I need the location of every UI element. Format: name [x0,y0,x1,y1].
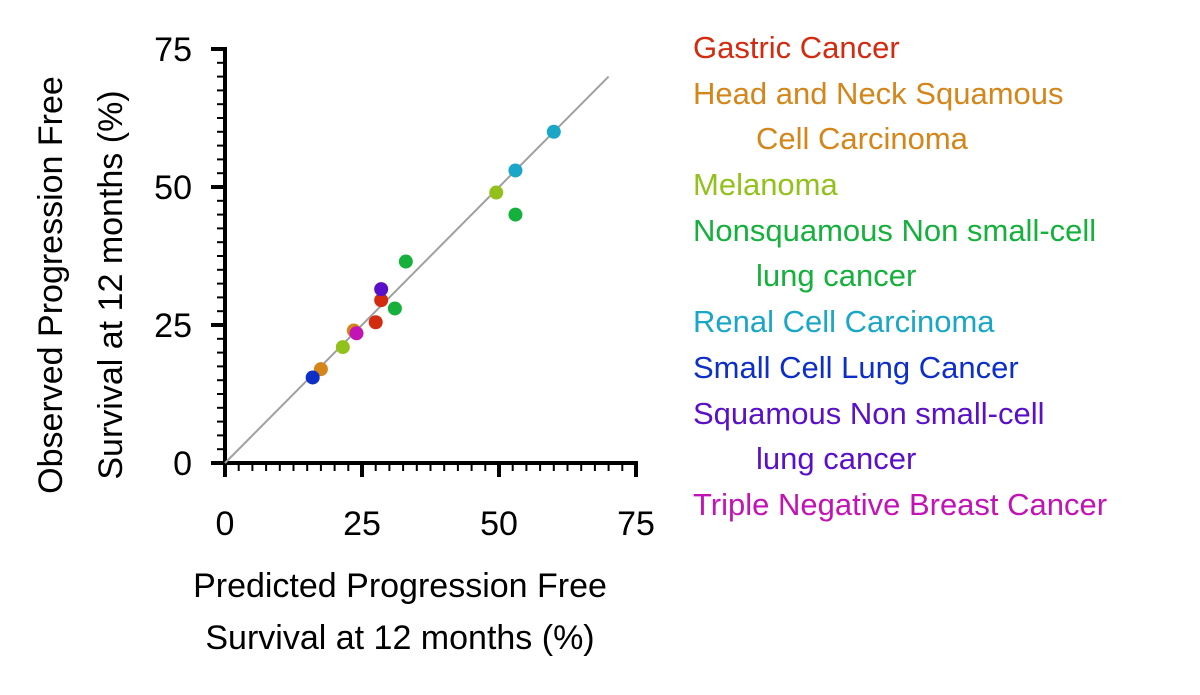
legend-entry-text: lung cancer [756,441,916,476]
data-point [305,370,320,385]
data-point [508,207,523,222]
legend-entry-text: Triple Negative Breast Cancer [693,487,1107,522]
identity-line-group [224,75,610,464]
data-point [349,326,364,341]
legend-entry-text: lung cancer [756,258,916,293]
identity-line [224,75,610,464]
y-axis-title-line: Observed Progression Free [32,76,70,494]
y-tick-label: 75 [154,31,192,69]
y-tick-label: 25 [154,307,192,345]
legend-entry-text: Small Cell Lung Cancer [693,350,1019,385]
y-tick-label: 50 [154,169,192,207]
legend: Gastric Cancer Head and Neck Squamous Cell… [693,30,1107,522]
data-point [374,293,389,308]
legend-entry-text: Squamous Non small-cell [693,396,1044,431]
x-axis-title-line: Predicted Progression Free [193,567,607,605]
data-point [508,163,523,178]
x-tick-label: 0 [216,505,235,543]
y-axis-title-line: Survival at 12 months (%) [92,90,130,479]
legend-entry-text: Renal Cell Carcinoma [693,304,995,339]
data-points [305,124,561,385]
data-point [335,340,350,355]
axes: 0 25 50 75 0 25 50 75 Predicted Progression Free… [32,31,655,657]
x-tick-label: 25 [343,505,381,543]
data-point [546,124,561,139]
y-tick-label: 0 [173,445,192,483]
legend-entry-text: Head and Neck Squamous [693,76,1064,111]
x-tick-label: 50 [480,505,518,543]
legend-entry-text: Cell Carcinoma [756,121,969,156]
data-point [398,254,413,269]
x-axis-title-line: Survival at 12 months (%) [205,619,594,657]
x-tick-label: 75 [617,505,655,543]
legend-entry-text: Melanoma [693,167,838,202]
data-point [489,185,504,200]
data-point [387,301,402,316]
data-point [368,315,383,330]
legend-entry-text: Nonsquamous Non small-cell [693,213,1096,248]
data-point [374,282,389,297]
legend-entry-text: Gastric Cancer [693,30,900,65]
